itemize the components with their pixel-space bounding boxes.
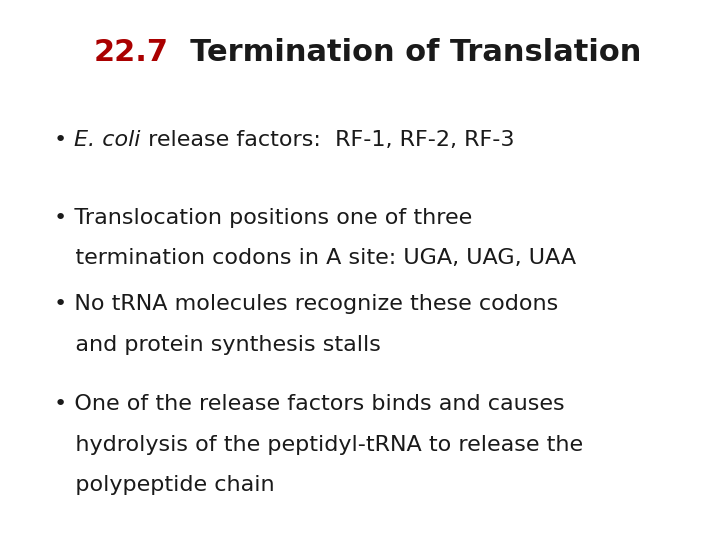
Text: polypeptide chain: polypeptide chain bbox=[54, 475, 274, 495]
Text: Termination of Translation: Termination of Translation bbox=[168, 38, 641, 67]
Text: • One of the release factors binds and causes: • One of the release factors binds and c… bbox=[54, 394, 564, 414]
Text: • No tRNA molecules recognize these codons: • No tRNA molecules recognize these codo… bbox=[54, 294, 558, 314]
Text: termination codons in A site: UGA, UAG, UAA: termination codons in A site: UGA, UAG, … bbox=[54, 248, 576, 268]
Text: hydrolysis of the peptidyl-tRNA to release the: hydrolysis of the peptidyl-tRNA to relea… bbox=[54, 435, 583, 455]
Text: and protein synthesis stalls: and protein synthesis stalls bbox=[54, 335, 381, 355]
Text: • Translocation positions one of three: • Translocation positions one of three bbox=[54, 208, 472, 228]
Text: release factors:  RF-1, RF-2, RF-3: release factors: RF-1, RF-2, RF-3 bbox=[140, 130, 514, 150]
Text: •: • bbox=[54, 130, 74, 150]
Text: 22.7: 22.7 bbox=[94, 38, 168, 67]
Text: E. coli: E. coli bbox=[74, 130, 140, 150]
